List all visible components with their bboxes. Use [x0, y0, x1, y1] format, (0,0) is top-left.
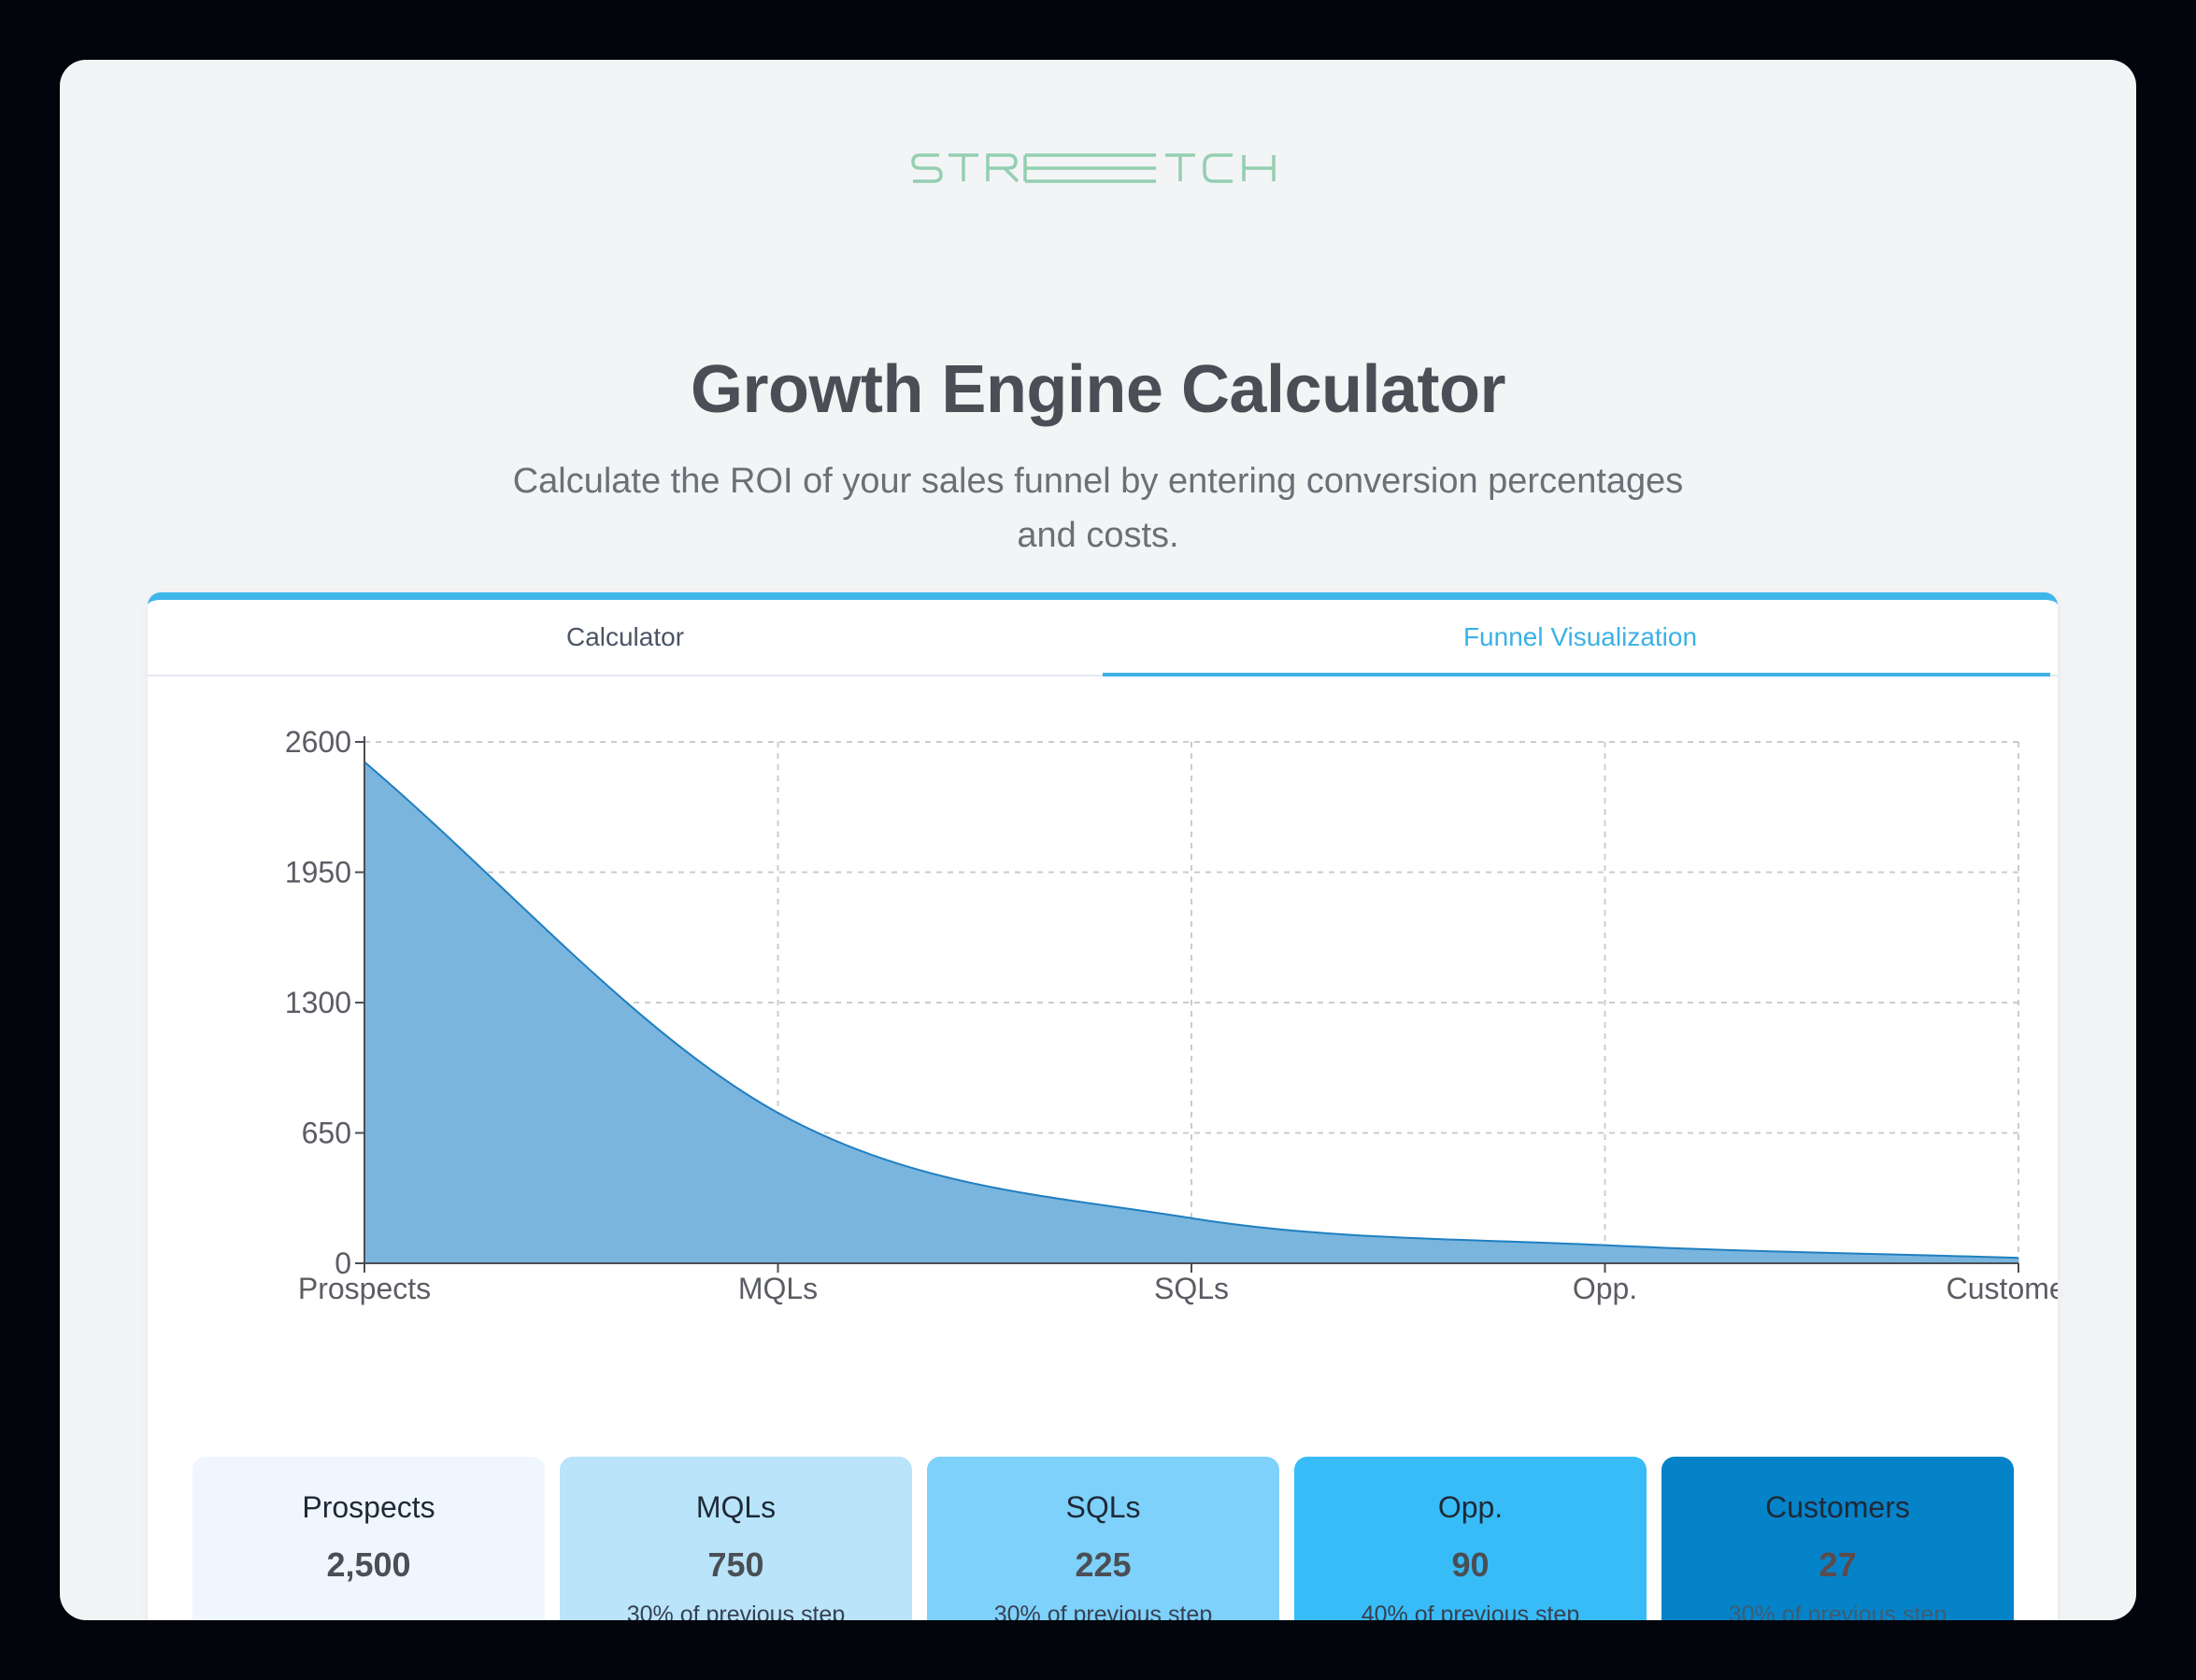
stage-name: Customers: [1765, 1490, 1910, 1524]
stage-card-mqls: MQLs 750 30% of previous step: [560, 1457, 912, 1620]
funnel-line: [364, 761, 2019, 1260]
x-tick-label: Prospects: [298, 1272, 431, 1305]
stage-cards: Prospects 2,500 MQLs 750 30% of previous…: [193, 1457, 2014, 1620]
stage-value: 2,500: [326, 1545, 411, 1584]
stage-name: MQLs: [695, 1490, 777, 1524]
stage-note: 40% of previous step: [1361, 1602, 1580, 1620]
stage-card-customers: Customers 27 30% of previous step: [1661, 1457, 2014, 1620]
stage-value: 225: [1075, 1545, 1132, 1584]
calculator-card: Calculator Funnel Visualization 0 650 1300…: [148, 592, 2058, 1620]
stage-note: 30% of previous step: [626, 1602, 846, 1620]
tab-bar: Calculator Funnel Visualization: [148, 600, 2058, 676]
stage-card-prospects: Prospects 2,500: [193, 1457, 545, 1620]
page-subtitle: Calculate the ROI of your sales funnel b…: [512, 462, 1684, 555]
tab-calculator[interactable]: Calculator: [565, 622, 685, 651]
stage-name: Prospects: [302, 1490, 435, 1524]
stage-name: SQLs: [1065, 1490, 1141, 1524]
y-tick-label: 2600: [285, 725, 351, 759]
stage-value: 27: [1818, 1545, 1857, 1584]
stage-value: 750: [707, 1545, 764, 1584]
y-tick-label: 650: [302, 1117, 351, 1150]
x-tick-label: MQLs: [738, 1272, 818, 1305]
app-window: Growth Engine Calculator Calculate the R…: [60, 60, 2136, 1620]
x-tick-label: SQLs: [1154, 1272, 1229, 1305]
stretch-logo: [60, 149, 2136, 187]
stage-note: 30% of previous step: [993, 1602, 1213, 1620]
page-title: Growth Engine Calculator: [690, 352, 1506, 427]
y-tick-label: 1950: [285, 856, 351, 890]
y-tick-label: 0: [335, 1246, 351, 1280]
stage-value: 90: [1451, 1545, 1490, 1584]
funnel-area-chart: 0 650 1300 1950 2600 Prospects MQLs SQLs Opp. Cus…: [285, 725, 2058, 1305]
y-tick-label: 1300: [285, 986, 351, 1019]
stretch-logo-wordmark: [911, 153, 1276, 183]
stage-name: Opp.: [1437, 1490, 1504, 1524]
stage-card-sqls: SQLs 225 30% of previous step: [927, 1457, 1279, 1620]
stage-note: 30% of previous step: [1728, 1602, 1947, 1620]
stage-card-opportunities: Opp. 90 40% of previous step: [1294, 1457, 1647, 1620]
funnel-area: [364, 762, 2018, 1263]
x-tick-label: Customers: [1946, 1272, 2058, 1305]
tab-funnel-visualization[interactable]: Funnel Visualization: [1103, 600, 2058, 676]
x-tick-label: Opp.: [1573, 1272, 1637, 1305]
